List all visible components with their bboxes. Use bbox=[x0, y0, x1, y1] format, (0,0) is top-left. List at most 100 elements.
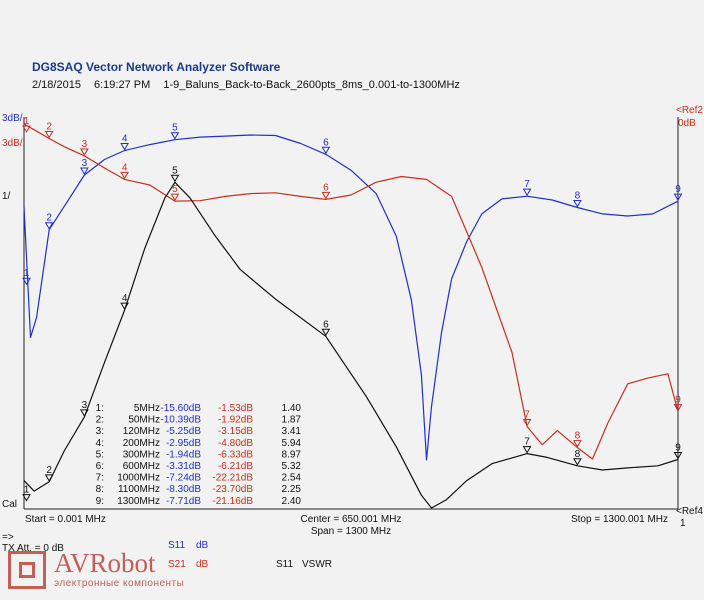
table-freq-4: 200MHz bbox=[123, 438, 160, 449]
marker-label-s21-8: 8 bbox=[575, 431, 581, 442]
marker-label-swr-2: 2 bbox=[46, 465, 52, 476]
table-s11-7: -7.24dB bbox=[166, 473, 201, 484]
marker-label-swr-1: 1 bbox=[24, 485, 30, 496]
table-s11-2: -10.39dB bbox=[160, 415, 201, 426]
legend-s21: S21 bbox=[168, 559, 186, 570]
table-index-9: 9: bbox=[96, 496, 104, 507]
marker-s21-4 bbox=[120, 171, 129, 180]
marker-swr-1 bbox=[22, 494, 31, 502]
table-swr-6: 5.32 bbox=[282, 461, 302, 472]
left-scale-vswr: 1/ bbox=[2, 191, 11, 202]
marker-s21-1 bbox=[22, 125, 31, 133]
legend-vswr: VSWR bbox=[302, 559, 332, 570]
marker-s11-1 bbox=[22, 277, 31, 286]
table-s21-8: -23.70dB bbox=[212, 484, 253, 495]
table-index-7: 7: bbox=[96, 473, 104, 484]
marker-label-s11-3: 3 bbox=[82, 158, 88, 169]
marker-label-swr-5: 5 bbox=[172, 165, 178, 176]
table-swr-8: 2.25 bbox=[282, 484, 302, 495]
table-s21-2: -1.92dB bbox=[218, 415, 253, 426]
marker-label-s21-4: 4 bbox=[122, 162, 128, 173]
table-s21-7: -22.21dB bbox=[212, 473, 253, 484]
measurement-info: 2/18/2015 6:19:27 PM 1-9_Baluns_Back-to-… bbox=[32, 79, 470, 91]
legend-s21-unit: dB bbox=[196, 559, 209, 570]
right-ref2-label: <Ref2 bbox=[676, 105, 703, 116]
marker-label-s11-2: 2 bbox=[46, 213, 52, 224]
table-s21-6: -6.21dB bbox=[218, 461, 253, 472]
marker-s21-2 bbox=[44, 130, 54, 139]
table-index-4: 4: bbox=[96, 438, 104, 449]
app-title: DG8SAQ Vector Network Analyzer Software bbox=[32, 60, 281, 74]
table-freq-5: 300MHz bbox=[123, 449, 160, 460]
table-freq-9: 1300MHz bbox=[117, 496, 160, 507]
marker-label-s11-6: 6 bbox=[323, 137, 329, 148]
table-s21-1: -1.53dB bbox=[218, 403, 253, 414]
footer-start: Start = 0.001 MHz bbox=[25, 514, 106, 525]
marker-label-s11-8: 8 bbox=[575, 190, 581, 201]
marker-s11-9 bbox=[673, 193, 683, 202]
marker-swr-3 bbox=[79, 409, 89, 417]
marker-swr-4 bbox=[120, 302, 129, 311]
plot-frame bbox=[23, 117, 679, 510]
table-freq-2: 50MHz bbox=[128, 415, 160, 426]
table-s11-9: -7.71dB bbox=[166, 496, 201, 507]
left-scale-s11: 3dB/ bbox=[2, 113, 23, 124]
trace-s11-vswr bbox=[23, 181, 679, 509]
measurement-name: 1-9_Baluns_Back-to-Back_2600pts_8ms_0.00… bbox=[163, 79, 460, 91]
table-s11-8: -8.30dB bbox=[166, 484, 201, 495]
table-s11-4: -2.95dB bbox=[166, 438, 201, 449]
bottom-arrow: => bbox=[2, 532, 14, 543]
marker-s11-4 bbox=[120, 142, 129, 151]
right-ref2-value: 0dB bbox=[678, 118, 696, 129]
marker-s11-8 bbox=[573, 199, 582, 208]
watermark-name: AVRobot bbox=[54, 548, 156, 578]
marker-label-s11-4: 4 bbox=[122, 133, 128, 144]
trace-s21-db bbox=[23, 123, 679, 460]
right-ref4-value: 1 bbox=[680, 518, 686, 529]
table-freq-1: 5MHz bbox=[134, 403, 160, 414]
footer-center: Center = 650.001 MHz bbox=[301, 514, 402, 525]
table-s21-4: -4.80dB bbox=[218, 438, 253, 449]
marker-s11-7 bbox=[522, 188, 532, 197]
marker-s21-9 bbox=[673, 404, 683, 412]
right-ref4-label: <Ref4 bbox=[676, 506, 703, 517]
marker-s21-8 bbox=[573, 440, 582, 448]
table-freq-7: 1000MHz bbox=[117, 473, 160, 484]
marker-label-s11-9: 9 bbox=[675, 184, 681, 195]
table-freq-3: 120MHz bbox=[123, 426, 160, 437]
marker-label-swr-7: 7 bbox=[524, 437, 530, 448]
marker-swr-6 bbox=[321, 328, 331, 337]
marker-label-swr-3: 3 bbox=[82, 400, 88, 411]
table-s21-9: -21.16dB bbox=[212, 496, 253, 507]
table-swr-9: 2.40 bbox=[282, 496, 302, 507]
table-s21-5: -6.33dB bbox=[218, 449, 253, 460]
marker-label-swr-9: 9 bbox=[675, 442, 681, 453]
table-swr-1: 1.40 bbox=[282, 403, 302, 414]
table-swr-5: 8.97 bbox=[282, 449, 302, 460]
marker-table: 1: 5MHz -15.60dB -1.53dB 1.40 2: 50MHz -10.39dB… bbox=[96, 403, 302, 507]
marker-group: 1 2 3 4 5 6 7 8 9 1 2 3 4 5 6 7 8 9 1 2 3 4 5 6 7 8 9 bbox=[22, 116, 683, 502]
table-index-5: 5: bbox=[96, 449, 104, 460]
table-swr-2: 1.87 bbox=[282, 415, 302, 426]
table-swr-4: 5.94 bbox=[282, 438, 302, 449]
marker-label-s11-1: 1 bbox=[24, 268, 30, 279]
measurement-time: 6:19:27 PM bbox=[94, 79, 151, 91]
marker-label-s21-1: 1 bbox=[24, 116, 30, 127]
table-s11-5: -1.94dB bbox=[166, 449, 201, 460]
marker-s21-7 bbox=[522, 418, 532, 427]
marker-label-s11-5: 5 bbox=[172, 123, 178, 134]
tx-attenuation: TX Att. = 0 dB bbox=[2, 543, 64, 554]
marker-s11-2 bbox=[44, 222, 54, 230]
marker-swr-2 bbox=[44, 474, 54, 482]
marker-label-s21-3: 3 bbox=[82, 139, 88, 150]
table-index-8: 8: bbox=[96, 484, 104, 495]
marker-s11-6 bbox=[321, 146, 331, 155]
legend-s11-unit: dB bbox=[196, 540, 209, 551]
trace-group bbox=[23, 123, 679, 509]
measurement-date: 2/18/2015 bbox=[32, 79, 81, 91]
left-cal-label: Cal bbox=[2, 499, 17, 510]
chip-logo-icon bbox=[8, 550, 46, 589]
watermark-sub: электронные компоненты bbox=[54, 578, 185, 589]
